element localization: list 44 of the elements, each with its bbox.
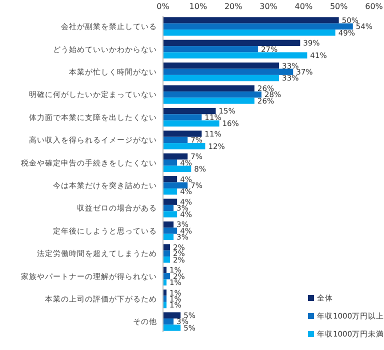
bar <box>163 30 336 36</box>
bar <box>163 182 188 188</box>
bar <box>163 166 192 172</box>
x-tick-label: 50% <box>330 2 348 11</box>
bar <box>163 46 258 52</box>
bar <box>163 23 353 30</box>
x-tick-label: 60% <box>365 2 384 11</box>
bar <box>163 91 262 98</box>
x-tick-label: 40% <box>294 2 313 11</box>
bar <box>163 324 181 331</box>
bar <box>163 176 178 182</box>
bar <box>163 221 174 228</box>
bar <box>163 273 170 280</box>
bar <box>163 40 300 46</box>
bar <box>163 290 167 296</box>
bar <box>163 120 220 127</box>
bar <box>163 108 216 114</box>
bar <box>163 143 206 150</box>
bar <box>163 188 178 195</box>
bar <box>163 234 174 240</box>
bar <box>163 204 174 212</box>
bar <box>163 130 202 137</box>
bar <box>163 62 280 69</box>
bar <box>163 244 170 250</box>
bar <box>163 256 170 263</box>
bar <box>163 211 178 218</box>
bar <box>163 312 181 318</box>
bar <box>163 114 202 120</box>
bar <box>163 52 308 58</box>
x-tick-label: 0% <box>156 2 170 11</box>
x-tick-label: 10% <box>189 2 208 11</box>
bar <box>163 153 188 160</box>
bar <box>163 17 339 24</box>
bar <box>163 136 188 144</box>
bar <box>163 198 178 205</box>
bar <box>163 228 178 234</box>
bar <box>163 160 178 166</box>
bar <box>163 98 254 104</box>
bar <box>163 68 294 75</box>
x-tick-label: 20% <box>224 2 243 11</box>
bar <box>163 85 254 92</box>
bar <box>163 74 280 82</box>
x-tick-label: 30% <box>260 2 278 11</box>
bar <box>163 318 174 325</box>
